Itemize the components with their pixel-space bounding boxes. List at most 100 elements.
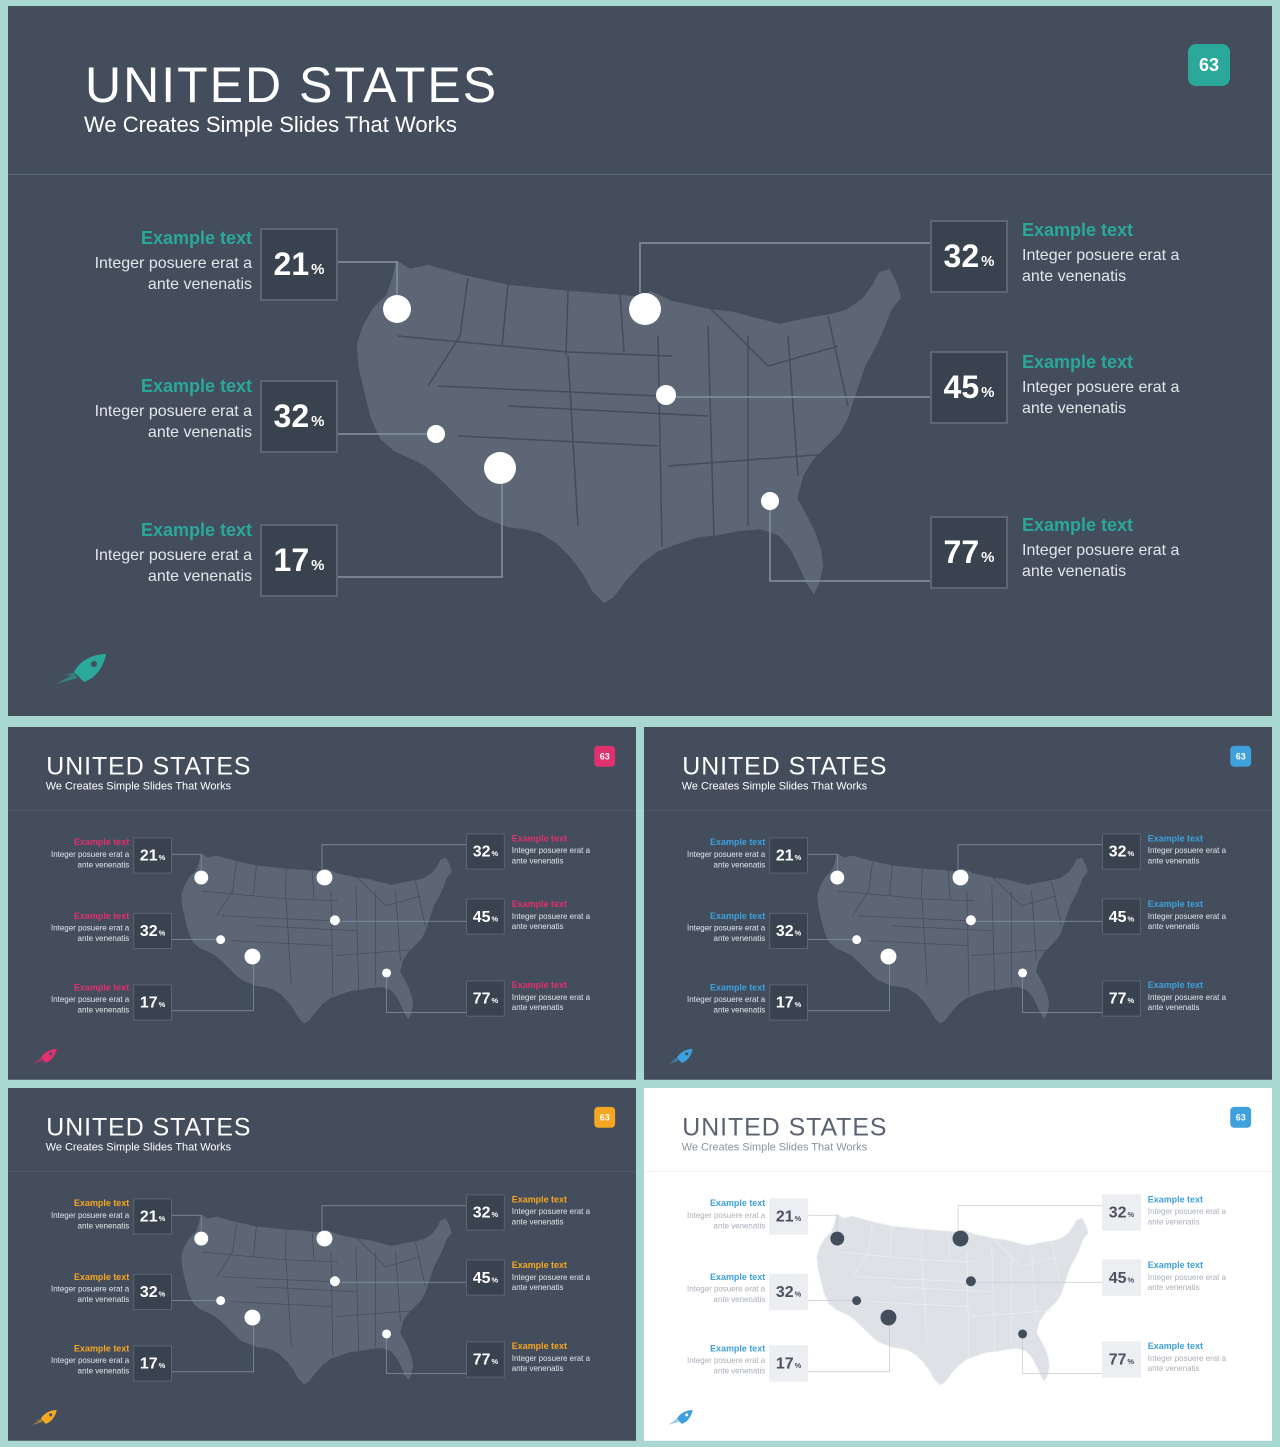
- stat-box: 21%: [133, 1198, 172, 1235]
- stat-value: 45: [472, 907, 491, 926]
- callout-heading: Example text: [74, 837, 130, 848]
- callout-label: Example text Integer posuere erat a ante …: [10, 1272, 129, 1305]
- callout-label: Example text Integer posuere erat a ante …: [512, 1341, 631, 1374]
- state-border: [285, 1261, 292, 1347]
- slide-variant-light: UNITED STATES We Creates Simple Slides Th…: [644, 1088, 1272, 1441]
- stat-box: 32%: [1102, 1194, 1141, 1231]
- stat-unit: %: [311, 413, 325, 430]
- stat-unit: %: [794, 1000, 802, 1010]
- map-pin: [329, 915, 340, 926]
- stat-value: 21: [273, 246, 310, 282]
- callout-body: Integer posuere erat a ante venenatis: [1147, 993, 1227, 1013]
- stat-value: 45: [1108, 907, 1127, 926]
- usa-map: [338, 242, 930, 605]
- state-border: [827, 315, 849, 407]
- stat-value: 17: [775, 993, 794, 1012]
- state-border: [1051, 1241, 1062, 1287]
- callout-heading: Example text: [140, 376, 252, 396]
- state-border: [427, 277, 469, 387]
- stat-value: 32: [472, 1203, 491, 1222]
- callout-body: Integer posuere erat a ante venenatis: [687, 850, 766, 870]
- map-pin: [965, 915, 976, 926]
- state-border: [991, 885, 996, 992]
- state-border: [395, 890, 401, 961]
- stat-unit: %: [1127, 1275, 1135, 1285]
- map-pin: [1018, 1329, 1028, 1339]
- state-border: [253, 865, 257, 896]
- map-pin: [383, 295, 411, 323]
- map-pin: [952, 1230, 969, 1247]
- callout-label: Example text Integer posuere erat a ante …: [1148, 833, 1267, 866]
- stat-box: 32%: [466, 1194, 505, 1231]
- state-border: [921, 1261, 928, 1347]
- stat-box: 32%: [930, 220, 1008, 293]
- stat-unit: %: [981, 549, 995, 566]
- slide-subtitle: We Creates Simple Slides That Works: [45, 1140, 232, 1154]
- connector-line: [171, 853, 202, 871]
- state-border: [787, 335, 799, 477]
- stat-unit: %: [1127, 1210, 1135, 1220]
- callout-heading: Example text: [710, 1198, 766, 1209]
- state-border: [966, 890, 970, 996]
- state-border: [355, 875, 421, 907]
- slide-variant-blue: UNITED STATES We Creates Simple Slides Th…: [644, 727, 1272, 1080]
- connector-line: [386, 1338, 467, 1375]
- connector-line: [386, 977, 467, 1014]
- state-border: [311, 1231, 315, 1260]
- state-border: [921, 900, 928, 986]
- stat-unit: %: [1127, 996, 1135, 1006]
- map-pin: [852, 935, 862, 945]
- state-border: [355, 1246, 360, 1353]
- callout-label: Example text Integer posuere erat a ante …: [512, 833, 631, 866]
- state-border: [837, 890, 974, 902]
- callout-heading: Example text: [74, 1343, 130, 1354]
- map-pin: [194, 1231, 209, 1246]
- map-pin: [952, 869, 969, 886]
- callout-heading: Example text: [1147, 1340, 1203, 1351]
- callout-label: Example text Integer posuere erat a ante …: [1148, 980, 1267, 1013]
- callout-heading: Example text: [1022, 352, 1134, 372]
- state-border: [867, 1301, 967, 1307]
- callout-heading: Example text: [74, 1271, 130, 1282]
- rocket-icon: [31, 1048, 57, 1064]
- stat-box: 77%: [466, 1341, 505, 1378]
- stat-value: 32: [1108, 842, 1127, 861]
- state-border: [920, 1229, 923, 1262]
- map-pin: [880, 948, 897, 965]
- rocket-icon: [667, 1409, 693, 1425]
- stat-box: 21%: [260, 228, 338, 301]
- callout-heading: Example text: [710, 1271, 766, 1282]
- state-border: [256, 925, 356, 932]
- callout-label: Example text Integer posuere erat a ante …: [1148, 1341, 1267, 1374]
- callout-heading: Example text: [140, 228, 252, 248]
- state-border: [971, 949, 1052, 956]
- state-border: [395, 1251, 401, 1322]
- state-border: [330, 1251, 334, 1357]
- map-pin: [316, 869, 333, 886]
- rocket-icon: [667, 1048, 693, 1064]
- stat-box: 32%: [133, 1273, 172, 1311]
- page-number-badge: 63: [1188, 44, 1230, 86]
- stat-value: 32: [273, 398, 310, 434]
- map-pin: [880, 1309, 897, 1326]
- connector-line: [171, 1325, 254, 1373]
- stat-unit: %: [158, 1214, 166, 1224]
- stat-value: 17: [273, 542, 310, 578]
- callout-label: Example text Integer posuere erat a ante …: [512, 1260, 631, 1293]
- stat-box: 17%: [133, 1345, 172, 1382]
- callout-body: Integer posuere erat a ante venenatis: [687, 995, 766, 1015]
- stat-box: 21%: [769, 837, 808, 874]
- stat-box: 17%: [769, 1345, 808, 1382]
- connector-line: [1022, 977, 1103, 1014]
- callout-body: Integer posuere erat a ante venenatis: [511, 846, 591, 866]
- stat-value: 77: [1108, 989, 1127, 1008]
- map-pin: [830, 1231, 845, 1246]
- stat-unit: %: [158, 1361, 166, 1371]
- slide-variant-orange: UNITED STATES We Creates Simple Slides Th…: [8, 1088, 636, 1441]
- slide-subtitle: We Creates Simple Slides That Works: [681, 1140, 868, 1154]
- state-border: [256, 1286, 356, 1293]
- state-border: [311, 870, 315, 899]
- state-border: [231, 1301, 331, 1307]
- stat-box: 21%: [133, 837, 172, 874]
- slide-subtitle: We Creates Simple Slides That Works: [84, 112, 457, 137]
